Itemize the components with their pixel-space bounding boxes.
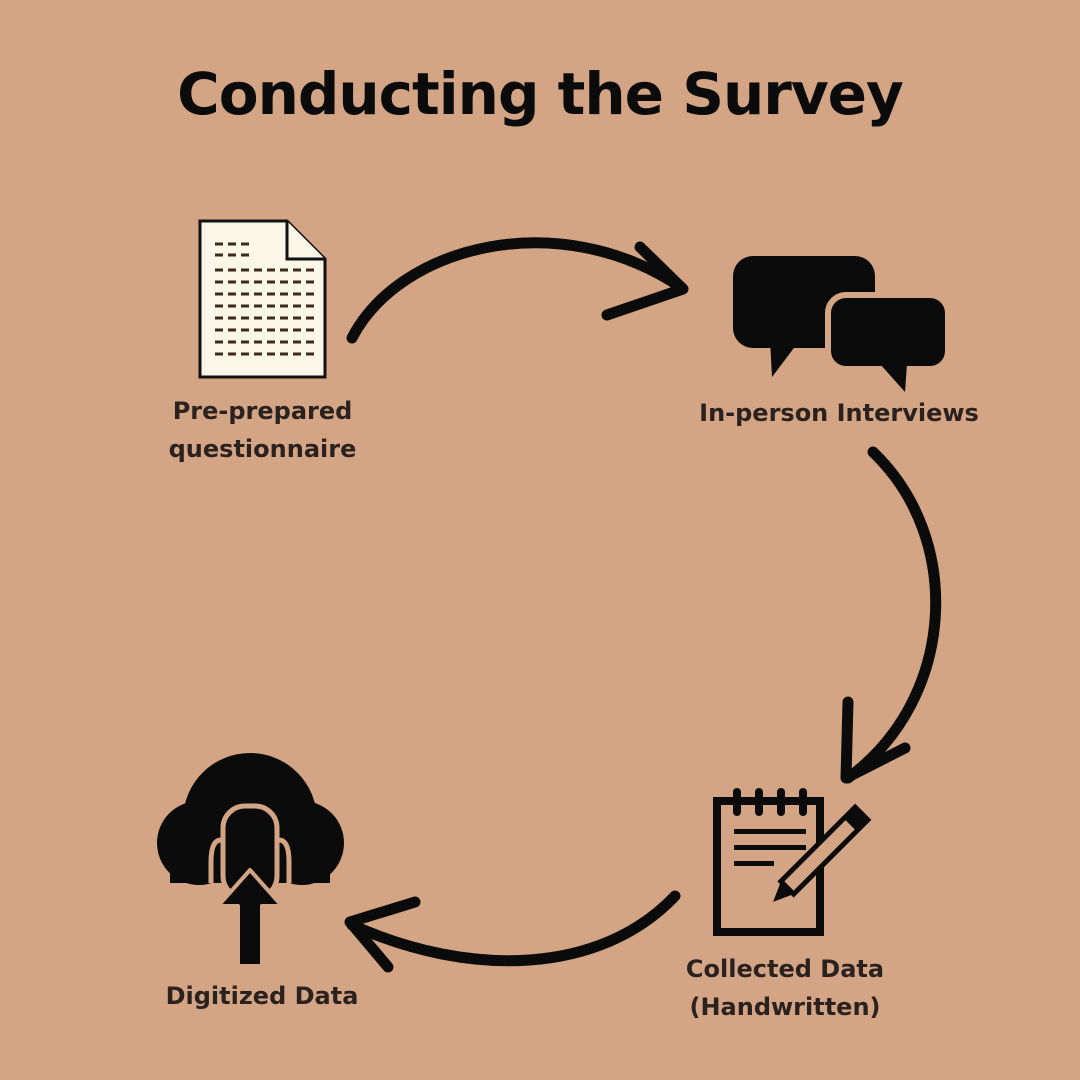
arrow-collected-to-digitized bbox=[344, 890, 681, 973]
step-label-questionnaire: Pre-prepared questionnaire bbox=[168, 397, 357, 463]
step-label-digitized: Digitized Data bbox=[165, 982, 359, 1010]
diagram-title: Conducting the Survey bbox=[177, 60, 904, 128]
arrow-questionnaire-to-interviews bbox=[346, 237, 689, 344]
step-label-interviews: In-person Interviews bbox=[699, 399, 979, 427]
cloud-upload-icon bbox=[157, 753, 344, 968]
notepad-pencil-icon bbox=[713, 788, 872, 936]
arrow-interviews-to-collected bbox=[840, 446, 942, 784]
speech-bubbles-icon bbox=[733, 256, 951, 392]
document-icon bbox=[198, 219, 327, 379]
step-label-collected: Collected Data (Handwritten) bbox=[685, 955, 885, 1021]
